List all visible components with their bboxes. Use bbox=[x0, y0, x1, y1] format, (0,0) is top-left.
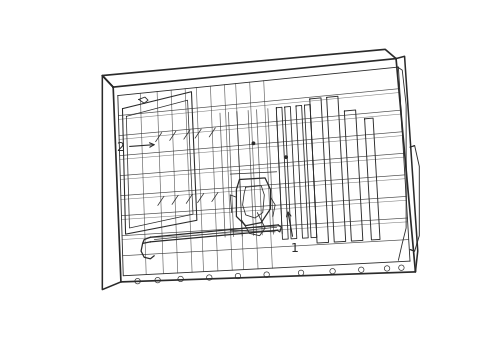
Circle shape bbox=[284, 155, 288, 159]
Text: 2: 2 bbox=[116, 141, 154, 154]
Text: 1: 1 bbox=[287, 212, 299, 255]
Circle shape bbox=[251, 141, 255, 145]
